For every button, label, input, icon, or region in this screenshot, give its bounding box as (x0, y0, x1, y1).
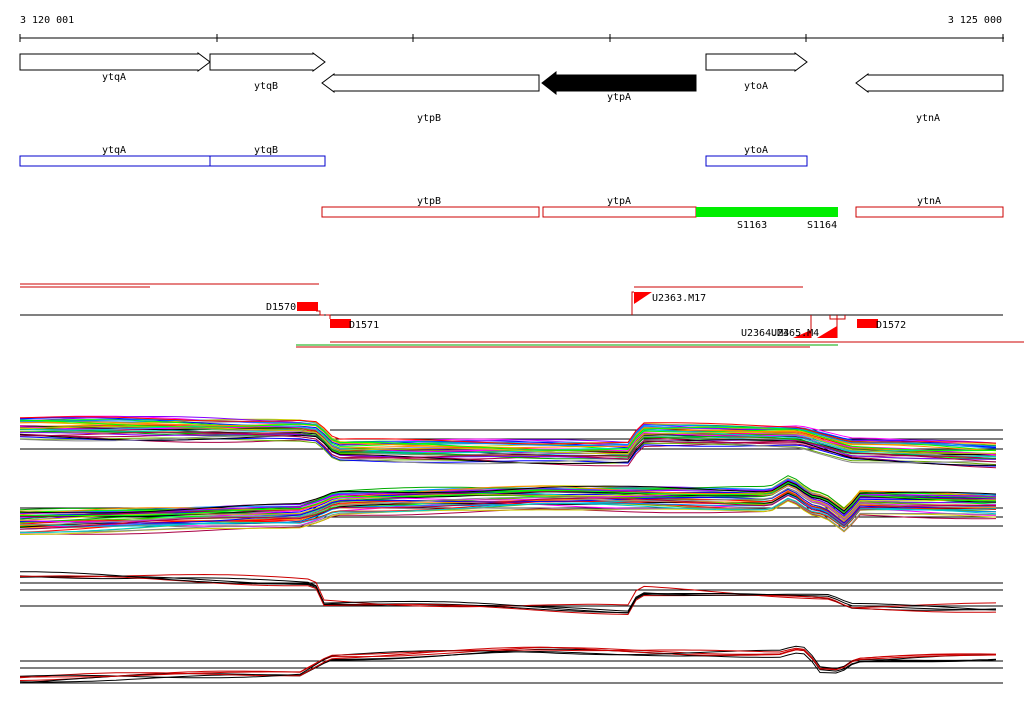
profile-line (19, 435, 996, 465)
forward-feature-ytqA[interactable]: ytqA (19, 145, 211, 167)
signal-d1572[interactable]: D1572 (829, 315, 906, 331)
gene-label: ytnA (916, 113, 940, 124)
expression-profiles (19, 415, 1003, 684)
profile-line (19, 500, 997, 535)
profile-line (19, 494, 997, 530)
profile-line (19, 649, 997, 683)
profile-line (19, 480, 997, 514)
gene-label: ytpA (607, 92, 631, 103)
profile-line (19, 417, 997, 449)
gene-label: ytqA (102, 72, 126, 83)
gene-arrow-ytqB[interactable]: ytqB (209, 52, 326, 92)
reverse-feature-ytpA[interactable]: ytpA (542, 196, 697, 218)
profile-line (19, 481, 997, 517)
gene-label: ytpB (417, 113, 441, 124)
segment-block[interactable]: S1163 S1164 (696, 207, 838, 231)
feature-label: ytpB (417, 196, 441, 207)
gene-arrow-ytqA[interactable]: ytqA (19, 52, 211, 83)
profile-line (20, 426, 997, 455)
profile-line (19, 431, 997, 463)
segment-label-s1163: S1163 (737, 220, 767, 231)
profile-line (20, 647, 997, 678)
profile-line (20, 487, 997, 525)
gene-arrow-ytnA[interactable]: ytnA (855, 73, 1004, 124)
signal-u2365[interactable]: U2365.M4 (771, 315, 838, 339)
signal-d1570[interactable]: D1570 (266, 302, 324, 316)
signal-d1571[interactable]: D1571 (326, 314, 379, 331)
gene-label: ytoA (744, 81, 768, 92)
feature-label: ytpA (607, 196, 631, 207)
profile-line (19, 573, 997, 609)
profile-line (19, 421, 997, 452)
reverse-feature-ytnA[interactable]: ytnA (855, 196, 1004, 218)
feature-label: ytoA (744, 145, 768, 156)
feature-label: ytqA (102, 145, 126, 156)
profile-line (19, 480, 997, 516)
profile-panel-2 (19, 475, 997, 535)
gene-label: ytqB (254, 81, 278, 92)
ruler-end-label: 3 125 000 (948, 15, 1002, 26)
reverse-feature-track: ytpB ytpA ytnA S1163 S1164 (321, 196, 1004, 231)
signal-label: D1572 (876, 320, 906, 331)
profile-panel-4 (19, 645, 997, 684)
gene-arrow-ytpB[interactable]: ytpB (321, 73, 540, 124)
profile-line (20, 497, 997, 534)
gene-arrow-ytpA[interactable]: ytpA (541, 70, 697, 103)
profile-line (19, 434, 996, 466)
signal-label: D1570 (266, 302, 296, 313)
profile-line (19, 575, 997, 616)
signal-label: U2363.M17 (652, 293, 706, 304)
feature-label: ytqB (254, 145, 278, 156)
signal-label: U2365.M4 (771, 328, 819, 339)
profile-line (20, 432, 997, 460)
coordinate-ruler: 3 120 001 3 125 000 (19, 15, 1004, 42)
profile-line (20, 571, 997, 614)
segment-label-s1164: S1164 (807, 220, 837, 231)
forward-feature-track: ytqA ytqB ytoA (19, 145, 808, 167)
profile-line (20, 498, 997, 533)
signal-label: D1571 (349, 320, 379, 331)
forward-feature-ytqB[interactable]: ytqB (209, 145, 326, 167)
profile-panel-1 (19, 415, 997, 469)
ruler-start-label: 3 120 001 (20, 15, 74, 26)
profile-line (19, 483, 997, 518)
signal-track: D1570 D1571 U2363.M17 U2364.M4 U2365.M4 … (20, 283, 1024, 348)
profile-line (19, 645, 997, 679)
gene-arrow-ytoA[interactable]: ytoA (705, 52, 808, 92)
forward-feature-ytoA[interactable]: ytoA (705, 145, 808, 167)
profile-line (19, 419, 997, 452)
profile-panel-3 (19, 571, 997, 616)
signal-u2364[interactable]: U2364.M4 (741, 315, 812, 339)
profile-line (19, 415, 997, 448)
signal-label: U2364.M4 (741, 328, 789, 339)
signal-u2363[interactable]: U2363.M17 (631, 291, 706, 315)
gene-track: ytqA ytqB ytpB ytpA ytoA ytnA (19, 52, 1004, 124)
feature-label: ytnA (917, 196, 941, 207)
reverse-feature-ytpB[interactable]: ytpB (321, 196, 540, 218)
profile-line (19, 416, 997, 445)
